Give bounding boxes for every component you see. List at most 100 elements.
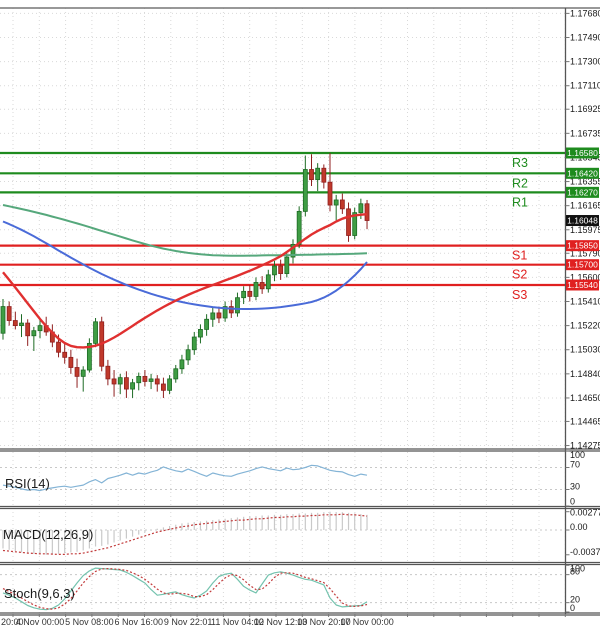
candle [284, 256, 290, 274]
price-axis: 1.17680 1.17490 1.17300 1.17110 1.16925 1.167… [565, 8, 600, 613]
time-axis-label: 12 Nov 12:00 [254, 617, 308, 627]
candle [173, 368, 179, 380]
candle [62, 351, 68, 358]
indicator-axis-label: 30 [570, 482, 580, 492]
price-badge: 1.16420 [566, 167, 599, 179]
time-axis-label: 20:00 [1, 617, 24, 627]
candle [93, 321, 98, 344]
candle [247, 290, 253, 297]
macd-signal-line [2, 513, 368, 556]
resistance-label: R1 [512, 195, 528, 209]
candle [296, 210, 302, 245]
candle [204, 318, 210, 330]
candle [228, 306, 234, 314]
candles-layer [0, 153, 370, 398]
candle [86, 342, 92, 371]
price-badge: 1.16270 [566, 186, 599, 198]
candle [302, 169, 308, 212]
candle [265, 274, 271, 290]
price-axis-label: 1.16355 [570, 177, 600, 187]
candle [321, 167, 327, 183]
levels-layer: R3 R2 R1 S1 S2 S3 [0, 151, 566, 302]
time-axis-label: 6 Nov 16:00 [114, 617, 163, 627]
price-axis-label: 1.17490 [570, 33, 600, 43]
price-badge-text: 1.16048 [567, 216, 598, 226]
indicator-axis-label: 0 [570, 603, 575, 613]
time-axis-label: 11 Nov 04:00 [211, 617, 264, 627]
price-axis-label: 1.15410 [570, 296, 600, 306]
indicator-axis-label: 70 [570, 460, 580, 470]
macd-indicator-label: MACD(12,26,9) [3, 527, 94, 542]
price-badge: 1.15700 [566, 259, 599, 271]
candle [191, 336, 197, 351]
price-badge-text: 1.16420 [567, 168, 598, 178]
time-axis-label: 5 Nov 08:00 [65, 617, 114, 627]
price-badge-text: 1.15700 [567, 260, 598, 270]
candle [241, 290, 247, 299]
candle [124, 377, 129, 390]
ma-blue-line [2, 220, 368, 310]
indicator-axis-label: 0.002772 [570, 508, 600, 518]
indicator-axis-label: 20 [570, 595, 580, 605]
candle [315, 167, 321, 181]
candle [19, 322, 24, 327]
price-axis-label: 1.15975 [570, 225, 600, 235]
candle [198, 329, 203, 338]
price-axis-label: 1.17110 [570, 81, 600, 91]
price-axis-label: 1.16735 [570, 128, 600, 138]
price-axis-label: 1.15030 [570, 345, 600, 355]
candle [68, 356, 74, 368]
indicator-axis-label: 0.00 [570, 522, 588, 532]
candle [346, 208, 351, 236]
support-label: S3 [512, 288, 527, 302]
candle [290, 243, 296, 258]
candle [74, 367, 80, 377]
candle [259, 282, 265, 290]
indicator-axis-label: 100 [570, 450, 585, 460]
price-badge: 1.15850 [566, 240, 599, 252]
candle [358, 203, 364, 214]
price-axis-label: 1.14465 [570, 416, 600, 426]
price-badge-bg [566, 167, 599, 179]
price-axis-label: 1.15220 [570, 321, 600, 331]
stoch-indicator-label: Stoch(9,6,3) [4, 586, 75, 601]
candle [25, 322, 31, 337]
candle [154, 378, 160, 385]
candle [80, 369, 86, 377]
rsi-line [2, 464, 368, 492]
rsi-indicator-label: RSI(14) [5, 476, 50, 491]
candle [142, 375, 148, 382]
candle [161, 383, 166, 391]
support-label: S1 [512, 249, 527, 263]
candle [37, 325, 43, 332]
candle [327, 181, 333, 206]
candle [136, 375, 142, 384]
candle [130, 382, 135, 390]
candle [111, 378, 117, 385]
indicator-axis-label: 100 [570, 564, 585, 574]
candle [253, 282, 259, 297]
price-badge-text: 1.15850 [567, 241, 598, 251]
price-axis-label: 1.14840 [570, 369, 600, 379]
candle [339, 199, 345, 210]
time-axis-label: 13 Nov 20:00 [297, 617, 351, 627]
price-badge-bg [566, 259, 599, 271]
price-badge: 1.15540 [566, 279, 599, 291]
price-axis-label: 1.16165 [570, 201, 600, 211]
candle [179, 359, 185, 370]
candle [0, 306, 6, 334]
candle [148, 378, 154, 382]
macd-layer [2, 511, 368, 556]
candle [31, 330, 37, 337]
price-badge-bg [566, 147, 599, 159]
price-axis-label: 1.14275 [570, 441, 600, 451]
candle [185, 349, 191, 361]
resistance-label: R3 [512, 156, 528, 170]
candle [364, 203, 370, 221]
price-badge-bg [566, 279, 599, 291]
price-badge: 1.16580 [566, 147, 599, 159]
price-axis-label: 1.14650 [570, 393, 600, 403]
price-badge: 1.16048 [566, 215, 599, 227]
time-axis-label: 9 Nov 22:01 [164, 617, 213, 627]
